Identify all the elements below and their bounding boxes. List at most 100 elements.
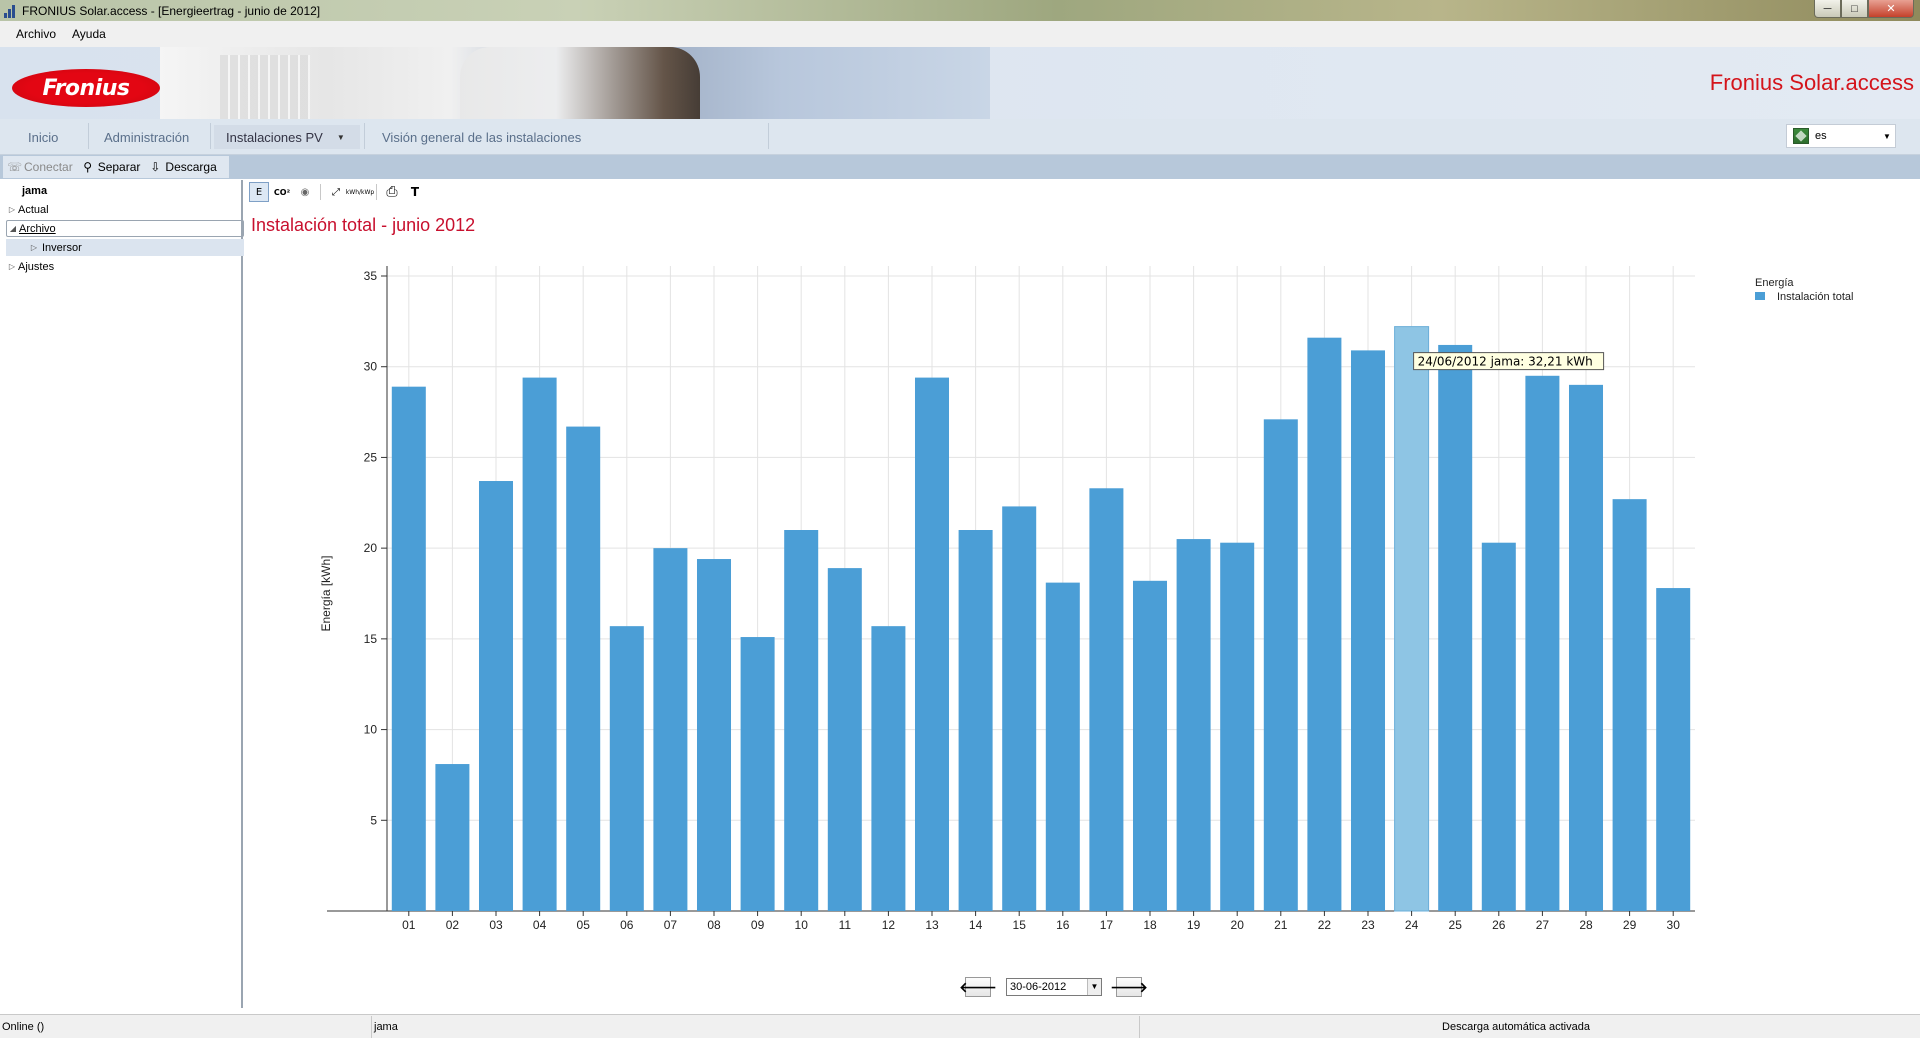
date-select[interactable]: 30-06-2012 ▼ [1006, 978, 1102, 996]
next-date-button[interactable]: 🡒 [1110, 977, 1148, 997]
x-tick-label: 07 [664, 918, 678, 932]
chart-toolbar: E CO² ◉ ⤢ kWh/kWp ⎙ T [245, 182, 425, 202]
bar [740, 637, 775, 911]
print-icon[interactable]: ⎙ [386, 184, 398, 200]
menu-archivo[interactable]: Archivo [16, 27, 57, 41]
y-tick-label: 10 [364, 723, 378, 737]
currency-view-button[interactable]: ◉ [300, 186, 310, 198]
legend-title: Energía [1755, 277, 1794, 289]
tab-vision-general-label: Visión general de las instalaciones [382, 129, 582, 145]
x-tick-label: 21 [1274, 918, 1288, 932]
tree-item-ajustes[interactable]: ▷ Ajustes [6, 258, 244, 275]
text-button[interactable]: T [410, 185, 420, 199]
tooltip-box [1413, 352, 1605, 371]
maximize-button[interactable]: □ [1841, 0, 1868, 18]
x-tick-label: 06 [620, 918, 634, 932]
x-tick-label: 04 [533, 918, 547, 932]
title-bar: FRONIUS Solar.access - [Energieertrag - … [0, 0, 1920, 21]
bar [784, 530, 819, 911]
tab-instalaciones-pv[interactable]: Instalaciones PV ▼ [214, 125, 360, 149]
chart-title: Instalación total - junio 2012 [251, 215, 476, 235]
tree-root-label: jama [22, 184, 48, 197]
x-tick-label: 26 [1492, 918, 1506, 932]
download-icon: ⇩ [150, 160, 161, 174]
legend-entry: Instalación total [1777, 291, 1853, 303]
tab-inicio-label: Inicio [28, 129, 59, 145]
bar [871, 626, 906, 911]
energy-bar-chart: 5 10 15 20 25 30 35 Energía [kWh] 01 02 03 04 05 06 07… [319, 266, 1853, 932]
energy-view-button[interactable]: E [249, 182, 269, 202]
collapse-icon[interactable]: ◢ [9, 224, 17, 233]
banner-person-image [460, 47, 700, 119]
chevron-down-icon[interactable]: ▼ [1883, 131, 1891, 141]
x-tick-label: 01 [402, 918, 416, 932]
tree-root[interactable]: jama [10, 182, 248, 199]
logo-text: Fronius [42, 75, 130, 101]
y-tick-label: 20 [364, 541, 378, 555]
y-tick-label: 15 [364, 632, 378, 646]
bar [1656, 588, 1691, 911]
bar [435, 764, 470, 911]
download-button[interactable]: ⇩ Descarga [148, 160, 216, 174]
tree-item-archivo[interactable]: ◢ Archivo [6, 220, 244, 237]
tree-item-label: Inversor [42, 241, 82, 254]
tab-instalaciones-pv-label: Instalaciones PV [226, 129, 323, 145]
nav-bar: Inicio Administración Instalaciones PV ▼ … [0, 119, 1920, 155]
x-tick-label: 19 [1187, 918, 1201, 932]
x-tick-label: 11 [839, 918, 852, 932]
bar [1481, 542, 1516, 911]
tab-administracion[interactable]: Administración [92, 125, 201, 149]
disconnect-button[interactable]: ⚲ Separar [81, 160, 141, 174]
kwh-kwp-button[interactable]: kWh/kWp [345, 188, 375, 196]
bar [1089, 488, 1124, 911]
x-tick-label: 13 [925, 918, 939, 932]
language-select[interactable]: es ▼ [1786, 124, 1896, 148]
tree-item-label: Ajustes [18, 260, 55, 273]
x-tick-label: 18 [1143, 918, 1157, 932]
fronius-logo: Fronius [12, 69, 160, 107]
connect-button[interactable]: ☏ Conectar [7, 160, 73, 174]
bar [958, 530, 993, 911]
chevron-down-icon[interactable]: ▼ [1087, 979, 1101, 995]
co2-view-button[interactable]: CO² [273, 187, 291, 197]
language-icon [1793, 128, 1809, 144]
app-icon [4, 4, 18, 18]
download-label: Descarga [165, 160, 217, 174]
toolbar-divider [376, 184, 377, 200]
y-axis-label: Energía [kWh] [319, 555, 333, 631]
window-controls: ─ □ ✕ [1814, 0, 1914, 18]
bar [609, 626, 644, 911]
phone-icon: ☏ [7, 160, 23, 174]
menu-ayuda[interactable]: Ayuda [72, 27, 106, 41]
minimize-button[interactable]: ─ [1814, 0, 1841, 18]
nav-divider [88, 123, 89, 149]
language-value: es [1815, 130, 1827, 142]
previous-date-button[interactable]: 🡐 [959, 977, 997, 997]
nav-divider [210, 123, 211, 149]
x-tick-label: 30 [1667, 918, 1681, 932]
x-tick-label: 22 [1318, 918, 1332, 932]
expand-icon[interactable]: ⤢ [332, 186, 340, 198]
bar [1525, 375, 1560, 911]
tab-vision-general[interactable]: Visión general de las instalaciones [370, 125, 593, 149]
chevron-down-icon[interactable]: ▼ [336, 132, 345, 142]
tree-item-inversor[interactable]: ▷ Inversor [6, 239, 244, 256]
disconnect-label: Separar [97, 160, 141, 174]
expand-icon[interactable]: ▷ [8, 262, 16, 271]
bar [827, 568, 862, 911]
status-bar: Online () jama Descarga automática activ… [0, 1014, 1920, 1038]
x-tick-label: 08 [707, 918, 721, 932]
y-tick-label: 25 [364, 450, 378, 464]
x-tick-label: 12 [882, 918, 896, 932]
connect-label: Conectar [24, 160, 73, 174]
expand-icon[interactable]: ▷ [8, 205, 16, 214]
close-button[interactable]: ✕ [1868, 0, 1914, 18]
tree-item-label: Archivo [19, 222, 56, 235]
expand-icon[interactable]: ▷ [30, 243, 38, 252]
tree-item-actual[interactable]: ▷ Actual [6, 201, 244, 218]
tab-inicio[interactable]: Inicio [16, 125, 70, 149]
header-banner: Fronius [0, 47, 1920, 119]
y-tick-label: 35 [364, 269, 378, 283]
x-tick-label: 23 [1361, 918, 1375, 932]
tree-item-label: Actual [18, 203, 49, 216]
